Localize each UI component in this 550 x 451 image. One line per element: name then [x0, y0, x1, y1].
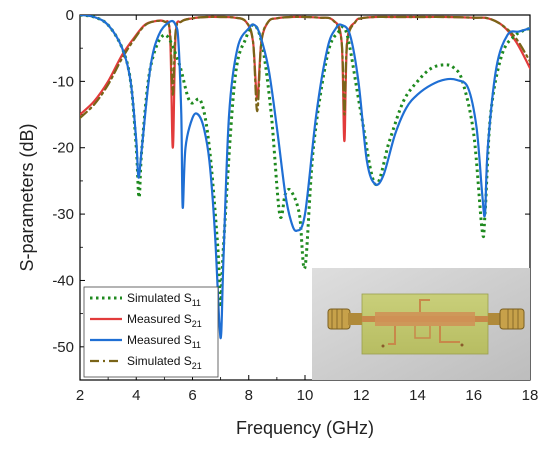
legend-label: Simulated S21	[127, 354, 202, 371]
legend-label-main: Simulated S	[127, 291, 192, 305]
legend-label-main: Measured S	[127, 333, 192, 347]
y-tick-label: -50	[52, 339, 74, 356]
x-tick-label: 2	[76, 387, 84, 404]
sma-connector-right	[488, 308, 525, 330]
legend-label: Measured S21	[127, 312, 202, 329]
y-tick-label: -30	[52, 206, 74, 223]
x-tick-label: 16	[465, 387, 482, 404]
x-tick-label: 14	[409, 387, 426, 404]
y-tick-label: -40	[52, 272, 74, 289]
legend-label: Measured S11	[127, 333, 201, 350]
x-tick-label: 6	[188, 387, 196, 404]
sma-connector-left	[327, 308, 362, 330]
x-axis-title: Frequency (GHz)	[236, 418, 374, 438]
x-tick-label: 8	[245, 387, 253, 404]
series-layer	[80, 15, 530, 340]
legend-label-main: Simulated S	[127, 354, 192, 368]
y-axis: 0 -10 -20 -30 -40 -50	[52, 7, 530, 356]
legend-box	[83, 286, 219, 378]
x-tick-label: 10	[297, 387, 314, 404]
x-tick-label: 12	[353, 387, 370, 404]
x-tick-label: 4	[132, 387, 140, 404]
y-tick-label: -20	[52, 140, 74, 157]
legend-label-subscript: 21	[192, 361, 202, 371]
legend-label: Simulated S11	[127, 291, 201, 308]
legend-label-subscript: 11	[192, 298, 201, 308]
y-tick-label: -10	[52, 73, 74, 90]
y-tick-label: 0	[66, 7, 74, 24]
legend-label-main: Measured S	[127, 312, 192, 326]
y-axis-title: S-parameters (dB)	[17, 123, 37, 271]
series-line-simulated-s21	[80, 15, 530, 119]
x-axis: 2 4 6 8 10 12 14 16 18	[76, 15, 539, 404]
x-tick-label: 18	[522, 387, 539, 404]
legend-label-subscript: 21	[192, 319, 202, 329]
series-line-measured-s11	[80, 15, 530, 340]
legend-label-subscript: 11	[192, 340, 201, 350]
series-line-simulated-s11	[80, 15, 530, 309]
inset-filter-photo	[312, 268, 530, 380]
